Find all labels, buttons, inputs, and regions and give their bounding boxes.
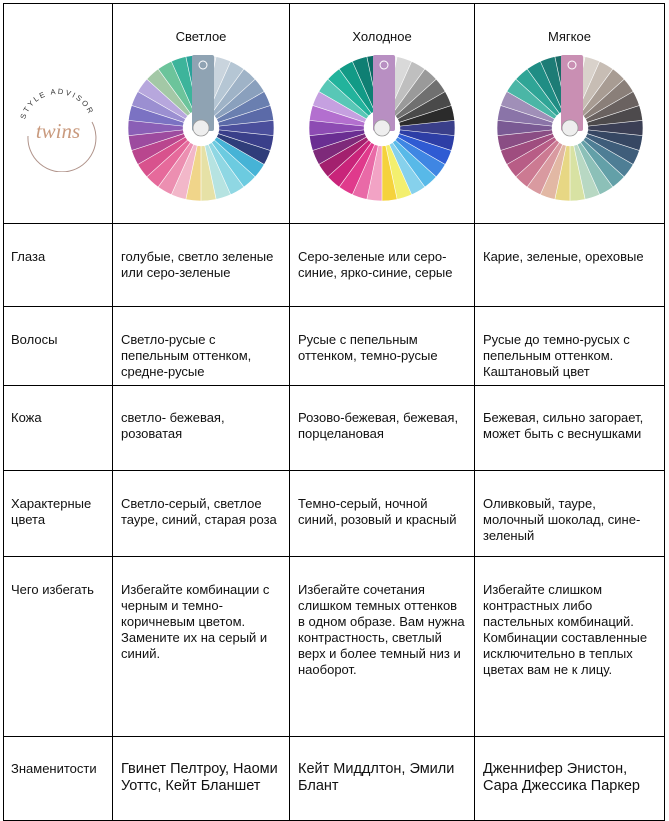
table-cell: Кейт Миддлтон, Эмили Блант	[289, 736, 475, 821]
table-row: Волосы Светло-русые с пепельным оттенком…	[3, 306, 665, 386]
season-header-light: Светлое	[112, 3, 290, 224]
color-fan-soft	[496, 54, 643, 202]
fan-pivot	[192, 119, 210, 137]
svg-text:twins: twins	[36, 119, 80, 143]
table-cell: Избегайте слишком контрастных либо пасте…	[474, 556, 665, 737]
sun-icon	[567, 60, 576, 70]
swatch-card	[192, 55, 214, 131]
svg-text:STYLE ADVISOR: STYLE ADVISOR	[18, 87, 96, 120]
sun-icon	[379, 60, 389, 70]
fan-pivot	[561, 119, 578, 137]
table-cell: Карие, зеленые, ореховые	[474, 223, 665, 307]
table-cell: Бежевая, сильно загорает, может быть с в…	[474, 385, 665, 471]
season-header-soft: Мягкое	[474, 3, 665, 224]
table-cell: Оливковый, тауре, молочный шоколад, сине…	[474, 470, 665, 557]
season-title: Мягкое	[548, 29, 591, 44]
table-row: Глаза голубые, светло зеленые или серо-з…	[3, 223, 665, 307]
table-cell: Светло-серый, светлое тауре, синий, стар…	[112, 470, 290, 557]
table-cell: Избегайте комбинации с черным и темно-ко…	[112, 556, 290, 737]
row-label: Характерные цвета	[3, 470, 113, 557]
row-label: Чего избегать	[3, 556, 113, 737]
color-type-table: STYLE ADVISOR twins Светлое Холодное Мяг…	[3, 3, 665, 821]
logo-cell: STYLE ADVISOR twins	[3, 3, 113, 224]
row-label: Глаза	[3, 223, 113, 307]
table-cell: Серо-зеленые или серо-синие, ярко-синие,…	[289, 223, 475, 307]
color-fan-light	[127, 54, 275, 202]
season-title: Холодное	[352, 29, 412, 44]
table-cell: Дженнифер Энистон, Сара Джессика Паркер	[474, 736, 665, 821]
table-cell: светло- бежевая, розоватая	[112, 385, 290, 471]
table-cell: Русые с пепельным оттенком, темно-русые	[289, 306, 475, 386]
season-title: Светлое	[175, 29, 227, 44]
table-row: Кожа светло- бежевая, розоватая Розово-б…	[3, 385, 665, 471]
table-row: Чего избегать Избегайте комбинации с чер…	[3, 556, 665, 737]
row-label: Волосы	[3, 306, 113, 386]
table-cell: Гвинет Пелтроу, Наоми Уоттс, Кейт Бланше…	[112, 736, 290, 821]
swatch-card	[560, 55, 583, 131]
style-advisor-logo: STYLE ADVISOR twins	[18, 87, 97, 172]
table-cell: Розово-бежевая, бежевая, порцелановая	[289, 385, 475, 471]
table-cell: Темно-серый, ночной синий, розовый и кра…	[289, 470, 475, 557]
table-cell: Русые до темно-русых с пепельным оттенко…	[474, 306, 665, 386]
row-label: Кожа	[3, 385, 113, 471]
season-header-cool: Холодное	[289, 3, 475, 224]
table-row: Характерные цвета Светло-серый, светлое …	[3, 470, 665, 557]
swatch-card	[373, 55, 395, 131]
table-cell: Избегайте сочетания слишком темных оттен…	[289, 556, 475, 737]
header-row: STYLE ADVISOR twins Светлое Холодное Мяг…	[3, 3, 665, 224]
sun-icon	[198, 60, 208, 70]
table-cell: голубые, светло зеленые или серо-зеленые	[112, 223, 290, 307]
fan-pivot	[373, 119, 391, 137]
row-label: Знаменитости	[3, 736, 113, 821]
table-cell: Светло-русые с пепельным оттенком, средн…	[112, 306, 290, 386]
color-fan-cool	[308, 54, 456, 202]
table-row: Знаменитости Гвинет Пелтроу, Наоми Уоттс…	[3, 736, 665, 821]
